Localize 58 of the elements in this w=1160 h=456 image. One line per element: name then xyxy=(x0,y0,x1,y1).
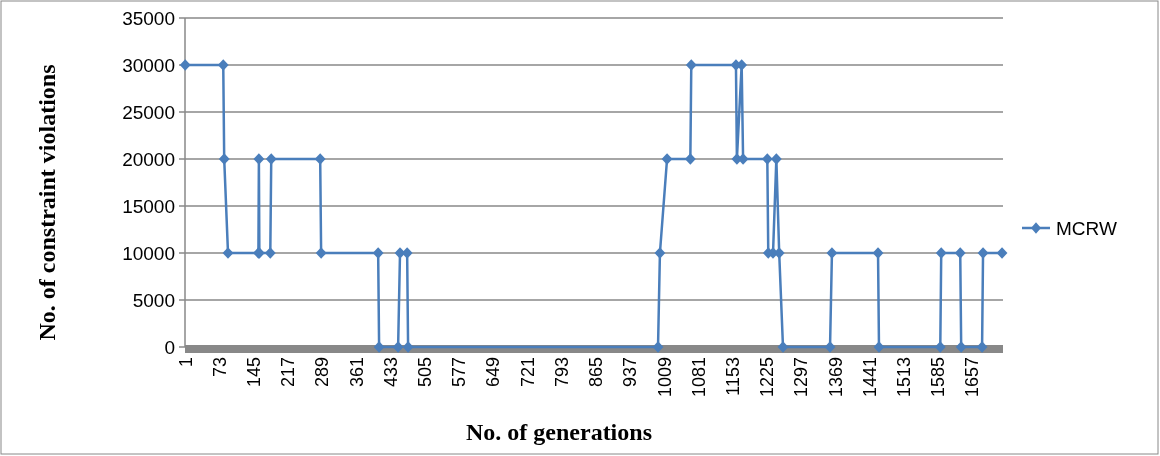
point xyxy=(265,153,277,165)
x-tick-label: 793 xyxy=(551,357,572,388)
y-axis-title: No. of constraint violations xyxy=(34,64,60,341)
y-tick-label: 15000 xyxy=(122,195,175,217)
point xyxy=(935,247,947,259)
point xyxy=(253,153,265,165)
point xyxy=(977,247,989,259)
x-tick-label: 1513 xyxy=(893,357,914,398)
x-tick-label: 1 xyxy=(175,357,196,368)
point xyxy=(314,153,326,165)
x-tick-label: 937 xyxy=(620,357,641,388)
point xyxy=(872,247,884,259)
point xyxy=(222,247,234,259)
point xyxy=(955,341,967,353)
y-tick-label: 20000 xyxy=(122,148,175,170)
x-tick-label: 1585 xyxy=(928,357,949,398)
point xyxy=(777,341,789,353)
y-tick-label: 35000 xyxy=(122,7,175,29)
point xyxy=(826,247,838,259)
x-tick-label: 577 xyxy=(449,357,470,388)
x-tick-label: 1297 xyxy=(791,357,812,398)
point xyxy=(179,59,191,71)
point xyxy=(373,341,385,353)
x-tick-label: 721 xyxy=(517,357,538,388)
point xyxy=(372,247,384,259)
x-tick-label: 1369 xyxy=(825,357,846,398)
point xyxy=(402,341,414,353)
x-tick-label: 1657 xyxy=(962,357,983,398)
y-tick-label: 25000 xyxy=(122,101,175,123)
x-axis-title: No. of generations xyxy=(466,419,652,445)
x-tick-label: 73 xyxy=(209,357,230,378)
x-tick-label: 1225 xyxy=(757,357,778,398)
legend-label: MCRW xyxy=(1056,217,1117,239)
x-tick-label: 217 xyxy=(278,357,299,388)
x-tick-label: 1009 xyxy=(654,357,675,398)
point xyxy=(824,341,836,353)
x-tick-label: 289 xyxy=(312,357,333,388)
x-tick-label: 1081 xyxy=(688,357,709,398)
point xyxy=(996,247,1008,259)
y-tick-label: 30000 xyxy=(122,54,175,76)
x-tick-label: 649 xyxy=(483,357,504,388)
x-tick-label: 145 xyxy=(243,357,264,388)
x-tick-label: 1441 xyxy=(859,357,880,398)
point xyxy=(685,59,697,71)
point xyxy=(654,247,666,259)
point xyxy=(315,247,327,259)
point xyxy=(652,341,664,353)
x-tick-label: 433 xyxy=(380,357,401,388)
point xyxy=(661,153,673,165)
point xyxy=(873,341,885,353)
x-tick-label: 1153 xyxy=(722,357,743,396)
y-tick-label: 0 xyxy=(164,336,175,358)
x-tick-label: 505 xyxy=(415,357,436,388)
point xyxy=(218,153,230,165)
x-tick-label: 865 xyxy=(586,357,607,388)
y-tick-label: 10000 xyxy=(122,242,175,264)
y-tick-label: 5000 xyxy=(132,289,175,311)
x-tick-label: 361 xyxy=(346,357,367,388)
